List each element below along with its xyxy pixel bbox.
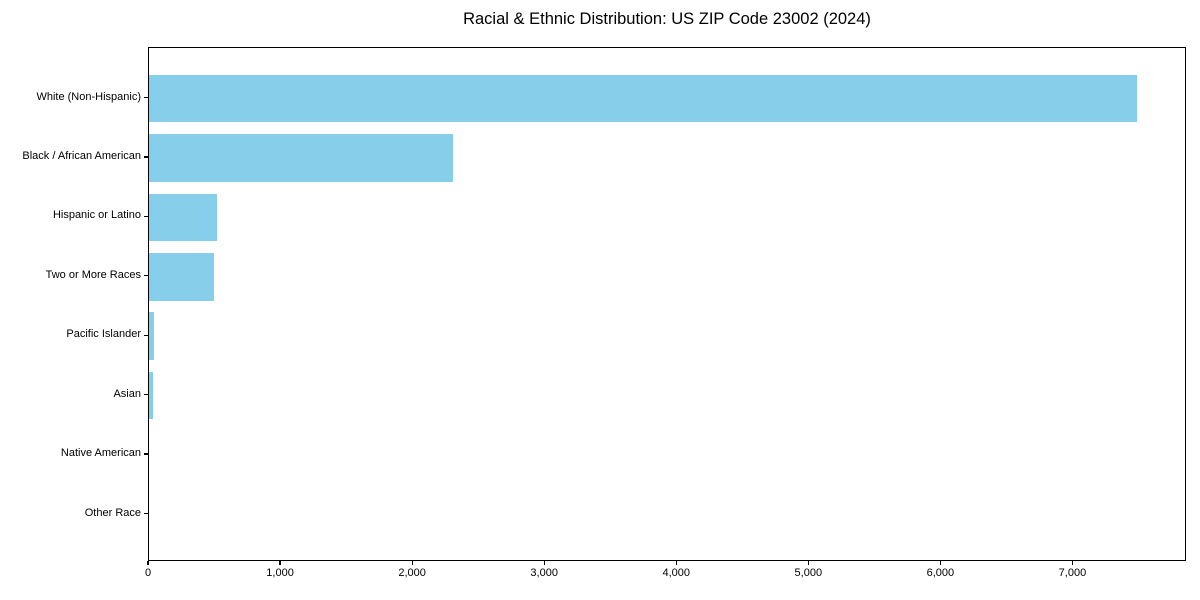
x-tick-mark bbox=[411, 561, 413, 565]
y-tick-label: Other Race bbox=[84, 506, 141, 519]
y-tick-mark bbox=[144, 156, 148, 158]
x-tick-mark bbox=[543, 561, 545, 565]
y-tick-mark bbox=[144, 453, 148, 455]
y-tick-label: White (Non-Hispanic) bbox=[36, 90, 141, 103]
bar-white-non-hispanic bbox=[149, 74, 1138, 123]
x-tick-label: 1,000 bbox=[266, 567, 294, 579]
x-tick-label: 3,000 bbox=[530, 567, 558, 579]
y-tick-mark bbox=[144, 215, 148, 217]
x-tick-label: 7,000 bbox=[1058, 567, 1087, 579]
y-tick-label: Black / African American bbox=[22, 149, 141, 162]
x-tick-label: 5,000 bbox=[794, 567, 823, 579]
chart-title: Racial & Ethnic Distribution: US ZIP Cod… bbox=[463, 10, 871, 28]
x-tick-label: 0 bbox=[144, 567, 152, 579]
y-tick-mark bbox=[144, 334, 148, 336]
x-tick-mark bbox=[807, 561, 809, 565]
y-tick-mark bbox=[144, 394, 148, 396]
x-tick-mark bbox=[675, 561, 677, 565]
x-tick-mark bbox=[1071, 561, 1073, 565]
x-tick-mark bbox=[147, 561, 149, 565]
y-tick-label: Native American bbox=[60, 447, 141, 460]
x-tick-label: 2,000 bbox=[398, 567, 426, 579]
y-tick-label: Asian bbox=[113, 387, 141, 400]
bar-pacific-islander bbox=[149, 312, 154, 360]
x-tick-label: 6,000 bbox=[926, 567, 955, 579]
x-tick-label: 4,000 bbox=[662, 567, 690, 579]
bar-hispanic-or-latino bbox=[149, 193, 217, 242]
bar-two-or-more-races bbox=[149, 252, 214, 301]
bar-asian bbox=[149, 371, 153, 420]
plot-area bbox=[148, 47, 1186, 561]
x-tick-mark bbox=[939, 561, 941, 565]
y-tick-label: Hispanic or Latino bbox=[52, 209, 141, 222]
bar-black-african-american bbox=[149, 134, 454, 182]
y-tick-mark bbox=[144, 512, 148, 515]
y-tick-label: Pacific Islander bbox=[66, 328, 141, 341]
y-tick-label: Two or More Races bbox=[45, 268, 141, 281]
y-tick-mark bbox=[144, 275, 148, 277]
x-tick-mark bbox=[279, 561, 281, 565]
y-tick-mark bbox=[144, 96, 148, 99]
